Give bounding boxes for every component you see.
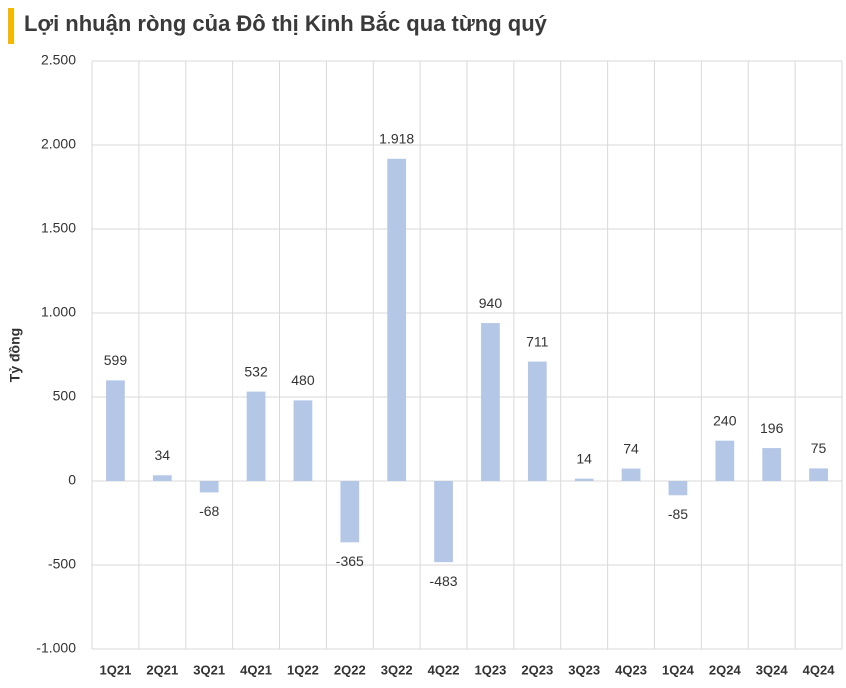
x-tick-label: 3Q21 bbox=[193, 662, 225, 677]
y-tick-label: 1.000 bbox=[41, 304, 76, 320]
value-label: 599 bbox=[104, 352, 128, 368]
bar bbox=[481, 323, 500, 481]
bar bbox=[527, 361, 547, 481]
value-label: -68 bbox=[199, 503, 219, 519]
y-tick-label: 2.000 bbox=[41, 136, 76, 152]
bar bbox=[809, 468, 828, 481]
value-label: 196 bbox=[760, 420, 784, 436]
value-label: 14 bbox=[576, 450, 592, 466]
title-accent bbox=[8, 8, 14, 44]
bar bbox=[715, 440, 735, 481]
value-label: 480 bbox=[291, 372, 315, 388]
x-tick-label: 4Q22 bbox=[428, 662, 460, 677]
x-tick-label: 3Q24 bbox=[756, 662, 789, 677]
value-label: -85 bbox=[668, 506, 688, 522]
x-tick-label: 3Q22 bbox=[381, 662, 413, 677]
value-label: 532 bbox=[244, 363, 268, 379]
value-label: -365 bbox=[336, 553, 364, 569]
y-tick-label: 0 bbox=[68, 472, 76, 488]
y-tick-label: 500 bbox=[53, 388, 77, 404]
value-label: 1.918 bbox=[379, 130, 414, 146]
value-label: 240 bbox=[713, 412, 737, 428]
bar bbox=[293, 400, 313, 481]
y-tick-label: 1.500 bbox=[41, 220, 76, 236]
bar bbox=[387, 158, 407, 481]
x-tick-label: 2Q24 bbox=[709, 662, 742, 677]
bar bbox=[199, 481, 219, 493]
bar bbox=[621, 468, 641, 481]
bar bbox=[340, 481, 360, 543]
x-tick-label: 1Q21 bbox=[100, 662, 132, 677]
x-tick-label: 3Q23 bbox=[568, 662, 600, 677]
x-tick-label: 1Q22 bbox=[287, 662, 319, 677]
bar bbox=[246, 391, 266, 481]
bar bbox=[762, 448, 782, 481]
y-tick-label: -1.000 bbox=[36, 640, 76, 656]
x-tick-label: 1Q23 bbox=[475, 662, 507, 677]
x-tick-label: 4Q21 bbox=[240, 662, 272, 677]
x-tick-label: 2Q22 bbox=[334, 662, 366, 677]
value-label: 711 bbox=[526, 333, 549, 349]
x-tick-label: 4Q23 bbox=[615, 662, 647, 677]
bar bbox=[668, 481, 688, 496]
x-tick-label: 2Q21 bbox=[146, 662, 178, 677]
value-label: 75 bbox=[811, 440, 827, 456]
y-tick-label: -500 bbox=[48, 556, 76, 572]
chart-title: Lợi nhuận ròng của Đô thị Kinh Bắc qua t… bbox=[24, 11, 548, 36]
x-tick-label: 4Q24 bbox=[803, 662, 836, 677]
bar bbox=[574, 478, 594, 481]
bar bbox=[434, 481, 453, 563]
value-label: 74 bbox=[623, 440, 639, 456]
y-axis-label: Tỷ đồng bbox=[7, 328, 23, 382]
value-label: 940 bbox=[479, 295, 503, 311]
bar bbox=[152, 475, 172, 481]
value-label: -483 bbox=[430, 573, 458, 589]
x-tick-label: 2Q23 bbox=[521, 662, 553, 677]
x-tick-label: 1Q24 bbox=[662, 662, 695, 677]
bar bbox=[106, 380, 125, 481]
value-label: 34 bbox=[155, 447, 171, 463]
y-tick-label: 2.500 bbox=[41, 52, 76, 68]
